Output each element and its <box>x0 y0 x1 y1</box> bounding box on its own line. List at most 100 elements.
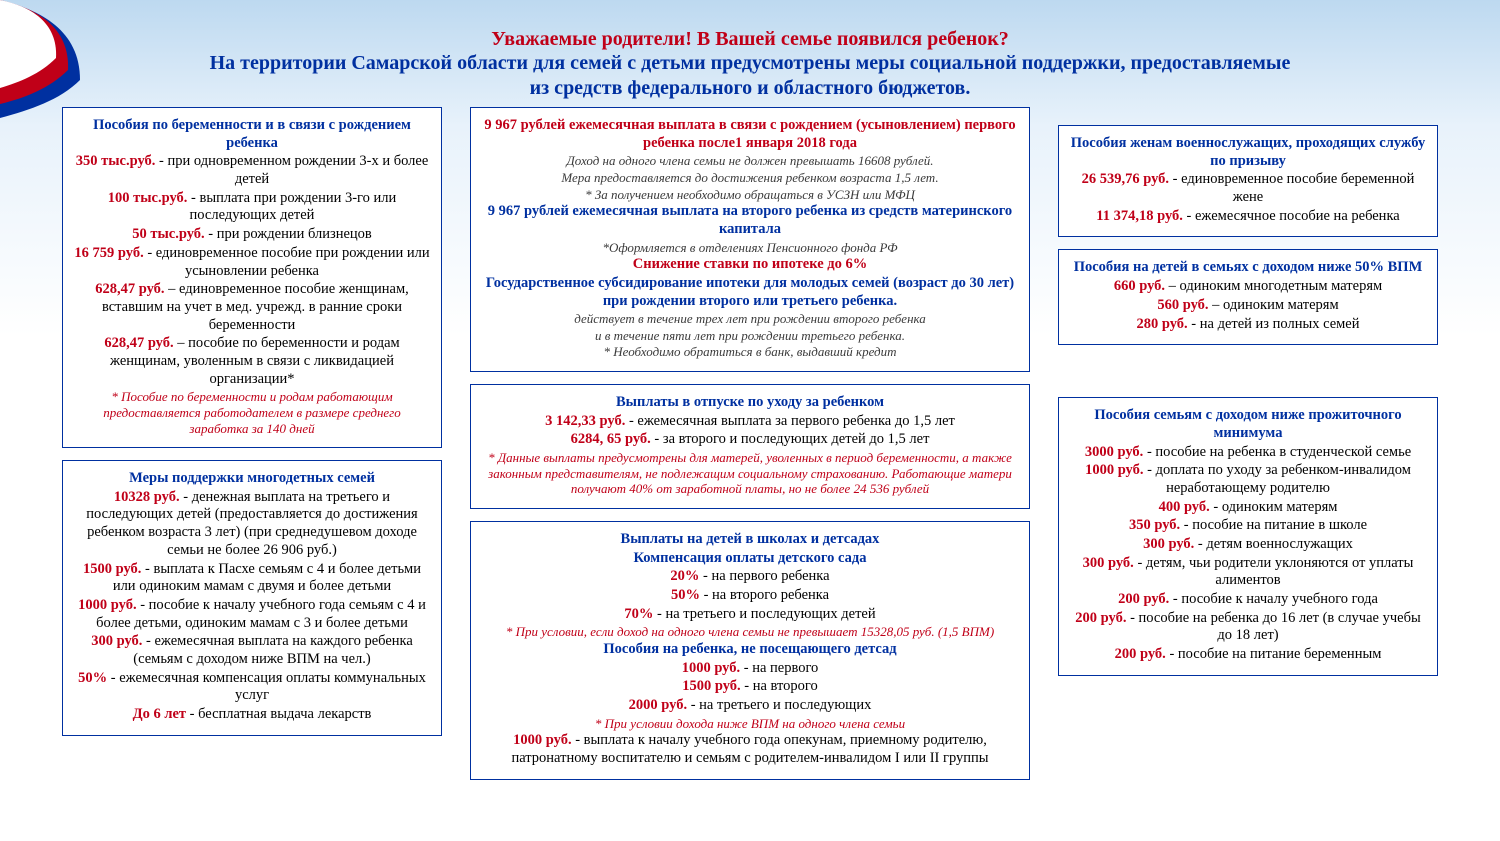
benefit-line: 280 руб. - на детей из полных семей <box>1069 316 1427 334</box>
footnote: * Необходимо обратиться в банк, выдавший… <box>481 344 1019 360</box>
box-large-families: Меры поддержки многодетных семей 10328 р… <box>62 460 442 736</box>
amount: 350 тыс.руб. <box>76 153 156 169</box>
desc: - ежемесячное пособие на ребенка <box>1183 208 1400 224</box>
amount: 50% <box>671 587 700 603</box>
center-column: 9 967 рублей ежемесячная выплата в связи… <box>470 107 1030 780</box>
amount: 200 руб. <box>1075 610 1126 626</box>
box-subtitle: Пособия на ребенка, не посещающего детса… <box>481 641 1019 659</box>
amount: 350 руб. <box>1129 517 1180 533</box>
desc: - на третьего и последующих детей <box>653 606 875 622</box>
desc: - при рождении близнецов <box>205 226 372 242</box>
benefit-line: До 6 лет - бесплатная выдача лекарств <box>73 706 431 724</box>
desc: - ежемесячная выплата на каждого ребенка… <box>133 633 413 667</box>
desc: - на детей из полных семей <box>1188 316 1360 332</box>
page-header: Уважаемые родители! В Вашей семье появил… <box>0 0 1500 107</box>
desc: - на первого <box>740 660 818 676</box>
footnote: Доход на одного члена семьи не должен пр… <box>481 153 1019 169</box>
benefit-line: 1000 руб. - выплата к началу учебного го… <box>481 732 1019 767</box>
box-subtitle: Компенсация оплаты детского сада <box>481 550 1019 568</box>
desc: - единовременное пособие при рождении ил… <box>144 245 430 279</box>
box-pregnancy-birth: Пособия по беременности и в связи с рожд… <box>62 107 442 448</box>
amount: До 6 лет <box>133 706 186 722</box>
footnote: Мера предоставляется до достижения ребен… <box>481 170 1019 186</box>
benefit-line: 400 руб. - одиноким матерям <box>1069 499 1427 517</box>
benefit-line: 16 759 руб. - единовременное пособие при… <box>73 245 431 280</box>
benefit-line: 50 тыс.руб. - при рождении близнецов <box>73 226 431 244</box>
box-schools-kindergartens: Выплаты на детей в школах и детсадах Ком… <box>470 521 1030 780</box>
measure-line: Снижение ставки по ипотеке до 6% <box>481 256 1019 274</box>
benefit-line: 200 руб. - пособие к началу учебного год… <box>1069 591 1427 609</box>
benefit-line: 1000 руб. - пособие к началу учебного го… <box>73 597 431 632</box>
footnote: * Пособие по беременности и родам работа… <box>73 389 431 436</box>
box-title: Пособия семьям с доходом ниже прожиточно… <box>1069 407 1427 442</box>
benefit-line: 3000 руб. - пособие на ребенка в студенч… <box>1069 444 1427 462</box>
desc: - бесплатная выдача лекарств <box>186 706 371 722</box>
benefit-line: 11 374,18 руб. - ежемесячное пособие на … <box>1069 208 1427 226</box>
amount: 3000 руб. <box>1085 444 1143 460</box>
amount: 50% <box>78 670 107 686</box>
desc: - выплата при рождении 3-го или последую… <box>187 190 396 224</box>
desc: - ежемесячная выплата за первого ребенка… <box>625 413 955 429</box>
measure-line: 9 967 рублей ежемесячная выплата в связи… <box>481 117 1019 152</box>
left-column: Пособия по беременности и в связи с рожд… <box>62 107 442 780</box>
benefit-line: 100 тыс.руб. - выплата при рождении 3-го… <box>73 190 431 225</box>
desc: - пособие на ребенка до 16 лет (в случае… <box>1126 610 1420 644</box>
desc: - пособие к началу учебного года семьям … <box>96 597 426 631</box>
header-line-3: из средств федерального и областного бюд… <box>0 76 1500 101</box>
desc: - пособие на питание беременным <box>1166 646 1382 662</box>
desc: - пособие на ребенка в студенческой семь… <box>1143 444 1411 460</box>
desc: - пособие на питание в школе <box>1180 517 1367 533</box>
benefit-line: 10328 руб. - денежная выплата на третьег… <box>73 489 431 560</box>
amount: 200 руб. <box>1115 646 1166 662</box>
desc: - на третьего и последующих <box>687 697 871 713</box>
box-title: Пособия по беременности и в связи с рожд… <box>73 117 431 152</box>
amount: 6284, 65 руб. <box>571 431 651 447</box>
benefit-line: 350 руб. - пособие на питание в школе <box>1069 517 1427 535</box>
box-income-below-50vpm: Пособия на детей в семьях с доходом ниже… <box>1058 249 1438 345</box>
desc: - на второго <box>741 678 818 694</box>
amount: 70% <box>624 606 653 622</box>
amount: 1000 руб. <box>513 732 571 748</box>
amount: 628,47 руб. <box>95 281 164 297</box>
amount: 11 374,18 руб. <box>1096 208 1183 224</box>
benefit-line: 70% - на третьего и последующих детей <box>481 606 1019 624</box>
desc: – одиноким многодетным матерям <box>1165 278 1382 294</box>
amount: 20% <box>670 568 699 584</box>
benefit-line: 20% - на первого ребенка <box>481 568 1019 586</box>
benefit-line: 560 руб. – одиноким матерям <box>1069 297 1427 315</box>
desc: - выплата к началу учебного года опекуна… <box>511 732 988 766</box>
box-title: Меры поддержки многодетных семей <box>73 470 431 488</box>
desc: - доплата по уходу за ребенком-инвалидом… <box>1144 462 1411 496</box>
desc: - детям военнослужащих <box>1194 536 1353 552</box>
desc: - одиноким матерям <box>1210 499 1338 515</box>
amount: 280 руб. <box>1136 316 1187 332</box>
benefit-line: 1500 руб. - выплата к Пасхе семьям с 4 и… <box>73 561 431 596</box>
benefit-line: 300 руб. - детям военнослужащих <box>1069 536 1427 554</box>
footnote: * За получением необходимо обращаться в … <box>481 187 1019 203</box>
footnote: * При условии, если доход на одного член… <box>481 624 1019 640</box>
desc: - при одновременном рождении 3-х и более… <box>155 153 428 187</box>
amount: 560 руб. <box>1157 297 1208 313</box>
amount: 300 руб. <box>1083 555 1134 571</box>
amount: 16 759 руб. <box>74 245 143 261</box>
benefit-line: 200 руб. - пособие на ребенка до 16 лет … <box>1069 610 1427 645</box>
benefit-line: 628,47 руб. – пособие по беременности и … <box>73 335 431 388</box>
amount: 300 руб. <box>91 633 142 649</box>
amount: 1000 руб. <box>1085 462 1143 478</box>
benefit-line: 1000 руб. - на первого <box>481 660 1019 678</box>
amount: 26 539,76 руб. <box>1082 171 1169 187</box>
amount: 300 руб. <box>1143 536 1194 552</box>
header-line-2: На территории Самарской области для семе… <box>0 51 1500 76</box>
box-title: Выплаты на детей в школах и детсадах <box>481 531 1019 549</box>
box-federal-measures: 9 967 рублей ежемесячная выплата в связи… <box>470 107 1030 372</box>
benefit-line: 628,47 руб. – единовременное пособие жен… <box>73 281 431 334</box>
desc: - единовременное пособие беременной жене <box>1169 171 1414 205</box>
benefit-line: 300 руб. - детям, чьи родители уклоняютс… <box>1069 555 1427 590</box>
amount: 200 руб. <box>1118 591 1169 607</box>
desc: - ежемесячная компенсация оплаты коммуна… <box>107 670 426 704</box>
amount: 1500 руб. <box>682 678 740 694</box>
benefit-line: 6284, 65 руб. - за второго и последующих… <box>481 431 1019 449</box>
benefit-line: 50% - ежемесячная компенсация оплаты ком… <box>73 670 431 705</box>
amount: 1500 руб. <box>83 561 141 577</box>
desc: - за второго и последующих детей до 1,5 … <box>651 431 930 447</box>
